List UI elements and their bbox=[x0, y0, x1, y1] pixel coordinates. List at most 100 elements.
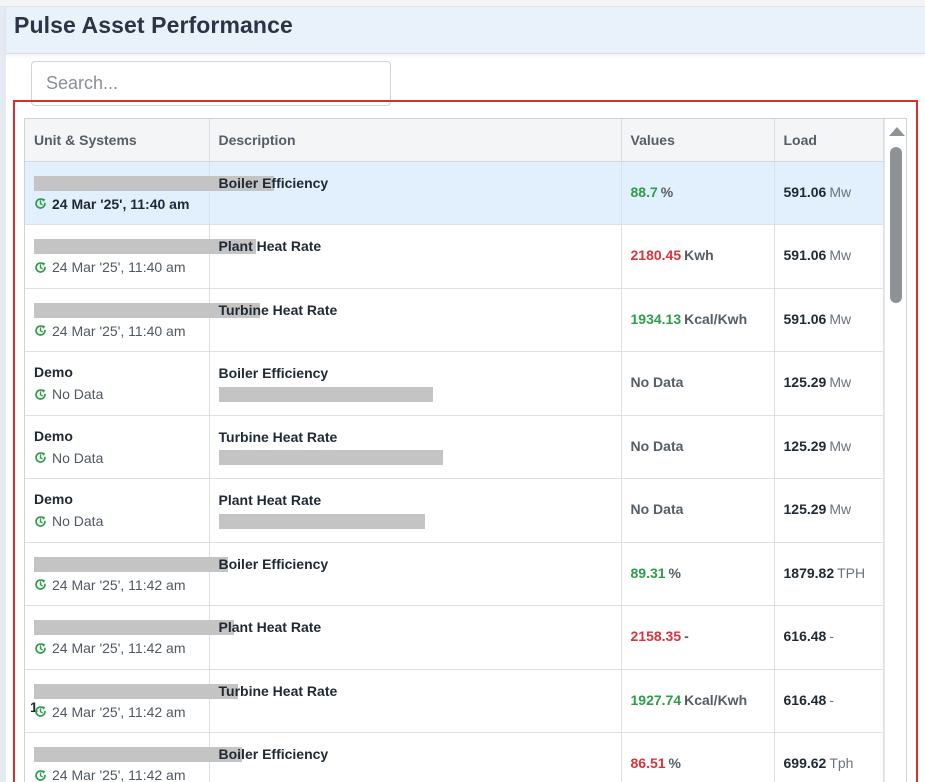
value-unit: % bbox=[660, 183, 674, 200]
search-input[interactable] bbox=[31, 61, 391, 106]
load-text: 125.29 Mw bbox=[784, 501, 852, 517]
last-updated: 24 Mar '25', 11:42 am bbox=[34, 704, 209, 720]
description-subtext bbox=[218, 512, 621, 529]
description-title: Boiler Efficiency bbox=[218, 174, 329, 191]
redacted-unit-name bbox=[34, 302, 260, 318]
table-row[interactable]: 1 24 Mar '25', 11:42 am Turbine Heat Rat… bbox=[25, 669, 884, 733]
description-title: Turbine Heat Rate bbox=[218, 301, 338, 318]
load-unit: Mw bbox=[829, 374, 852, 391]
last-updated-text: 24 Mar '25', 11:40 am bbox=[52, 322, 186, 339]
last-updated: 24 Mar '25', 11:42 am bbox=[34, 640, 209, 656]
value-number: 88.7 bbox=[630, 183, 658, 200]
description-cell: Turbine Heat Rate bbox=[209, 415, 622, 479]
load-text: 616.48- bbox=[784, 628, 835, 644]
description-subtext bbox=[219, 766, 621, 782]
load-unit: Mw bbox=[829, 247, 852, 264]
value-number: No Data bbox=[630, 501, 684, 518]
description-cell: Boiler Efficiency bbox=[209, 351, 622, 416]
load-cell: 1879.82 TPH bbox=[774, 542, 884, 606]
value-text: 2158.35- bbox=[631, 628, 689, 644]
load-unit: Tph bbox=[829, 755, 854, 772]
table-row[interactable]: Demo No Data Turbine Heat Rate No Data 1… bbox=[25, 415, 884, 479]
description-subtext bbox=[218, 449, 621, 466]
load-number: 125.29 bbox=[783, 437, 827, 454]
load-cell: 591.06 Mw bbox=[774, 224, 884, 289]
unit-cell: Demo No Data bbox=[25, 351, 210, 416]
last-updated: No Data bbox=[34, 450, 209, 466]
column-header-values[interactable]: Values bbox=[621, 119, 775, 162]
column-header-description[interactable]: Description bbox=[209, 119, 622, 162]
table-row[interactable]: 24 Mar '25', 11:42 am Plant Heat Rate 21… bbox=[25, 605, 884, 670]
unit-cell: 24 Mar '25', 11:40 am bbox=[25, 224, 256, 289]
value-text: 2180.45 Kwh bbox=[631, 247, 714, 263]
load-cell: 125.29 Mw bbox=[774, 351, 884, 416]
description-cell: Turbine Heat Rate bbox=[209, 288, 622, 352]
redacted-unit-name bbox=[34, 175, 274, 191]
table-row[interactable]: 24 Mar '25', 11:40 am Plant Heat Rate 21… bbox=[25, 224, 884, 289]
table-row[interactable]: 24 Mar '25', 11:40 am Turbine Heat Rate … bbox=[25, 288, 884, 352]
description-subtext bbox=[219, 195, 621, 211]
unit-name: 1 bbox=[30, 682, 238, 715]
scrollbar-thumb[interactable] bbox=[890, 147, 902, 303]
redacted-unit-name bbox=[34, 683, 238, 699]
description-cell: Plant Heat Rate bbox=[209, 478, 622, 543]
value-number: 2158.35 bbox=[630, 628, 682, 645]
load-text: 125.29 Mw bbox=[784, 374, 852, 390]
table-row[interactable]: Demo No Data Plant Heat Rate No Data 125… bbox=[25, 478, 884, 543]
redacted-unit-name bbox=[34, 556, 228, 572]
description-title: Plant Heat Rate bbox=[218, 238, 322, 255]
table-row[interactable]: 24 Mar '25', 11:40 am Boiler Efficiency … bbox=[25, 161, 884, 225]
last-updated-text: 24 Mar '25', 11:40 am bbox=[52, 259, 186, 276]
description-title: Plant Heat Rate bbox=[218, 492, 322, 509]
refresh-clock-icon bbox=[35, 770, 46, 781]
load-number: 591.06 bbox=[783, 310, 827, 327]
value-cell: 88.7% bbox=[621, 161, 775, 225]
last-updated: 24 Mar '25', 11:42 am bbox=[34, 767, 209, 782]
refresh-clock-icon bbox=[35, 706, 46, 718]
vertical-scrollbar[interactable] bbox=[884, 119, 906, 782]
value-cell: 86.51% bbox=[621, 732, 775, 782]
value-text: No Data bbox=[631, 438, 687, 454]
last-updated: 24 Mar '25', 11:40 am bbox=[34, 323, 209, 339]
last-updated-text: No Data bbox=[52, 513, 104, 530]
column-header-unit[interactable]: Unit & Systems bbox=[25, 119, 210, 162]
column-header-load[interactable]: Load bbox=[774, 119, 884, 162]
load-number: 591.06 bbox=[783, 183, 827, 200]
asset-table-container: Unit & Systems Description Values Load 2… bbox=[24, 118, 907, 782]
load-unit: TPH bbox=[837, 564, 866, 581]
value-unit: Kcal/Kwh bbox=[684, 691, 748, 708]
table-row[interactable]: 24 Mar '25', 11:42 am Boiler Efficiency … bbox=[25, 732, 884, 782]
redacted-unit-name bbox=[34, 239, 256, 255]
last-updated-text: 24 Mar '25', 11:40 am bbox=[52, 195, 190, 212]
value-unit: % bbox=[668, 755, 681, 772]
description-subtext bbox=[219, 639, 621, 655]
load-unit: Mw bbox=[829, 183, 852, 200]
description-title: Boiler Efficiency bbox=[218, 746, 329, 763]
description-title: Plant Heat Rate bbox=[218, 619, 322, 636]
value-number: 86.51 bbox=[630, 755, 666, 772]
table-row[interactable]: 24 Mar '25', 11:42 am Boiler Efficiency … bbox=[25, 542, 884, 606]
refresh-clock-icon bbox=[35, 262, 46, 273]
value-number: 1927.74 bbox=[630, 691, 682, 708]
description-subtext bbox=[218, 385, 621, 402]
redacted-text bbox=[218, 513, 425, 529]
scroll-up-arrow-icon[interactable] bbox=[889, 127, 905, 136]
load-cell: 125.29 Mw bbox=[774, 415, 884, 479]
unit-name: Demo bbox=[34, 364, 73, 381]
load-number: 125.29 bbox=[783, 374, 827, 391]
load-unit: - bbox=[829, 628, 834, 645]
load-text: 125.29 Mw bbox=[784, 438, 852, 454]
load-number: 591.06 bbox=[783, 247, 827, 264]
table-body: 24 Mar '25', 11:40 am Boiler Efficiency … bbox=[25, 161, 884, 782]
value-cell: No Data bbox=[621, 351, 775, 416]
description-cell: Boiler Efficiency bbox=[209, 542, 622, 606]
unit-cell: Demo No Data bbox=[25, 478, 210, 543]
load-unit: Mw bbox=[829, 437, 852, 454]
load-cell: 125.29 Mw bbox=[774, 478, 884, 543]
load-number: 616.48 bbox=[783, 691, 827, 708]
table-row[interactable]: Demo No Data Boiler Efficiency No Data 1… bbox=[25, 351, 884, 416]
description-title: Boiler Efficiency bbox=[218, 365, 329, 382]
description-cell: Plant Heat Rate bbox=[209, 605, 622, 670]
redacted-unit-name bbox=[34, 620, 234, 636]
refresh-clock-icon bbox=[35, 516, 46, 527]
